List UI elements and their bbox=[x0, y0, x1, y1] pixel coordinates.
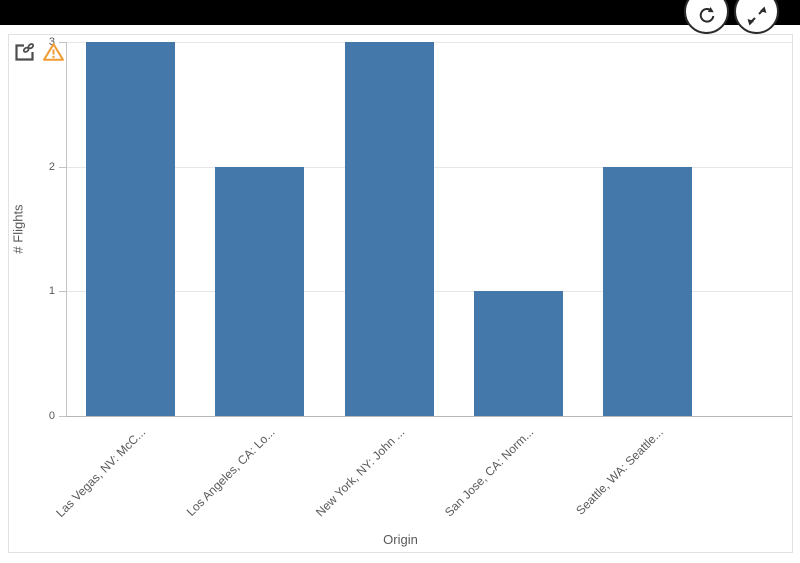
plot-area: # Flights Origin 0 1 2 3 Las Vegas, NV: McC.… bbox=[9, 35, 792, 552]
expand-icon bbox=[747, 6, 766, 26]
bar[interactable] bbox=[215, 166, 305, 416]
refresh-button[interactable] bbox=[684, 0, 729, 34]
y-axis-title: # Flights bbox=[10, 204, 26, 254]
y-tick-mark bbox=[59, 416, 66, 417]
linked-object-icon[interactable] bbox=[13, 42, 36, 63]
y-tick-mark bbox=[59, 166, 66, 168]
x-axis-title: Origin bbox=[383, 532, 418, 547]
y-axis-line bbox=[66, 41, 67, 416]
y-tick-mark bbox=[59, 41, 66, 43]
bar[interactable] bbox=[344, 41, 434, 416]
y-tick-label: 2 bbox=[48, 160, 55, 173]
expand-button[interactable] bbox=[734, 0, 779, 34]
y-tick-mark bbox=[59, 291, 66, 293]
warning-icon[interactable] bbox=[42, 42, 65, 62]
bar[interactable] bbox=[86, 41, 175, 416]
x-tick-label[interactable]: Las Vegas, NV: McC... bbox=[53, 425, 149, 520]
panel-icons bbox=[13, 42, 65, 63]
refresh-icon bbox=[699, 7, 714, 23]
x-tick-label[interactable]: Seattle, WA: Seattle... bbox=[572, 425, 666, 518]
x-tick-label[interactable]: New York, NY: John ... bbox=[312, 425, 407, 520]
y-tick-label: 0 bbox=[48, 410, 55, 422]
chart-panel: # Flights Origin 0 1 2 3 Las Vegas, NV: McC.… bbox=[8, 34, 793, 553]
x-tick-label[interactable]: Los Angeles, CA: Lo... bbox=[183, 425, 278, 519]
x-tick-label[interactable]: San Jose, CA: Norm... bbox=[441, 425, 537, 520]
y-tick-label: 1 bbox=[48, 285, 55, 298]
y-tick-label: 3 bbox=[48, 35, 55, 48]
x-axis-line bbox=[66, 416, 792, 417]
bar[interactable] bbox=[473, 291, 563, 416]
top-black-bar bbox=[0, 0, 800, 25]
bar[interactable] bbox=[603, 166, 692, 416]
